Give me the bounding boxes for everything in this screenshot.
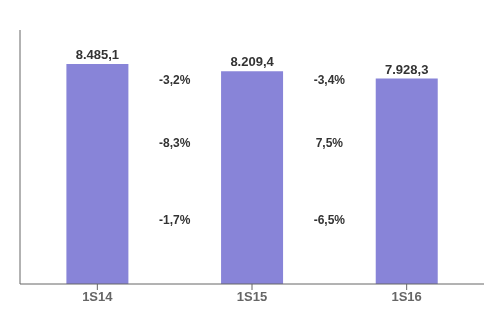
html-text:-1,7%: -1,7% bbox=[159, 212, 191, 227]
svg-text:8.485,1: 8.485,1 bbox=[76, 47, 119, 62]
svg-text:1S16: 1S16 bbox=[391, 289, 421, 304]
html-text:7,5%: 7,5% bbox=[315, 136, 343, 151]
html-text:-8,3%: -8,3% bbox=[159, 136, 191, 151]
svg-text:1S15: 1S15 bbox=[237, 289, 267, 304]
svg-text:8.209,4: 8.209,4 bbox=[230, 54, 274, 69]
html-text:-3,2%: -3,2% bbox=[159, 72, 191, 87]
svg-text:1S14: 1S14 bbox=[82, 289, 113, 304]
html-text:-6,5%: -6,5% bbox=[313, 212, 345, 227]
html-text:-3,4%: -3,4% bbox=[313, 72, 345, 87]
svg-text:7.928,3: 7.928,3 bbox=[385, 62, 428, 77]
